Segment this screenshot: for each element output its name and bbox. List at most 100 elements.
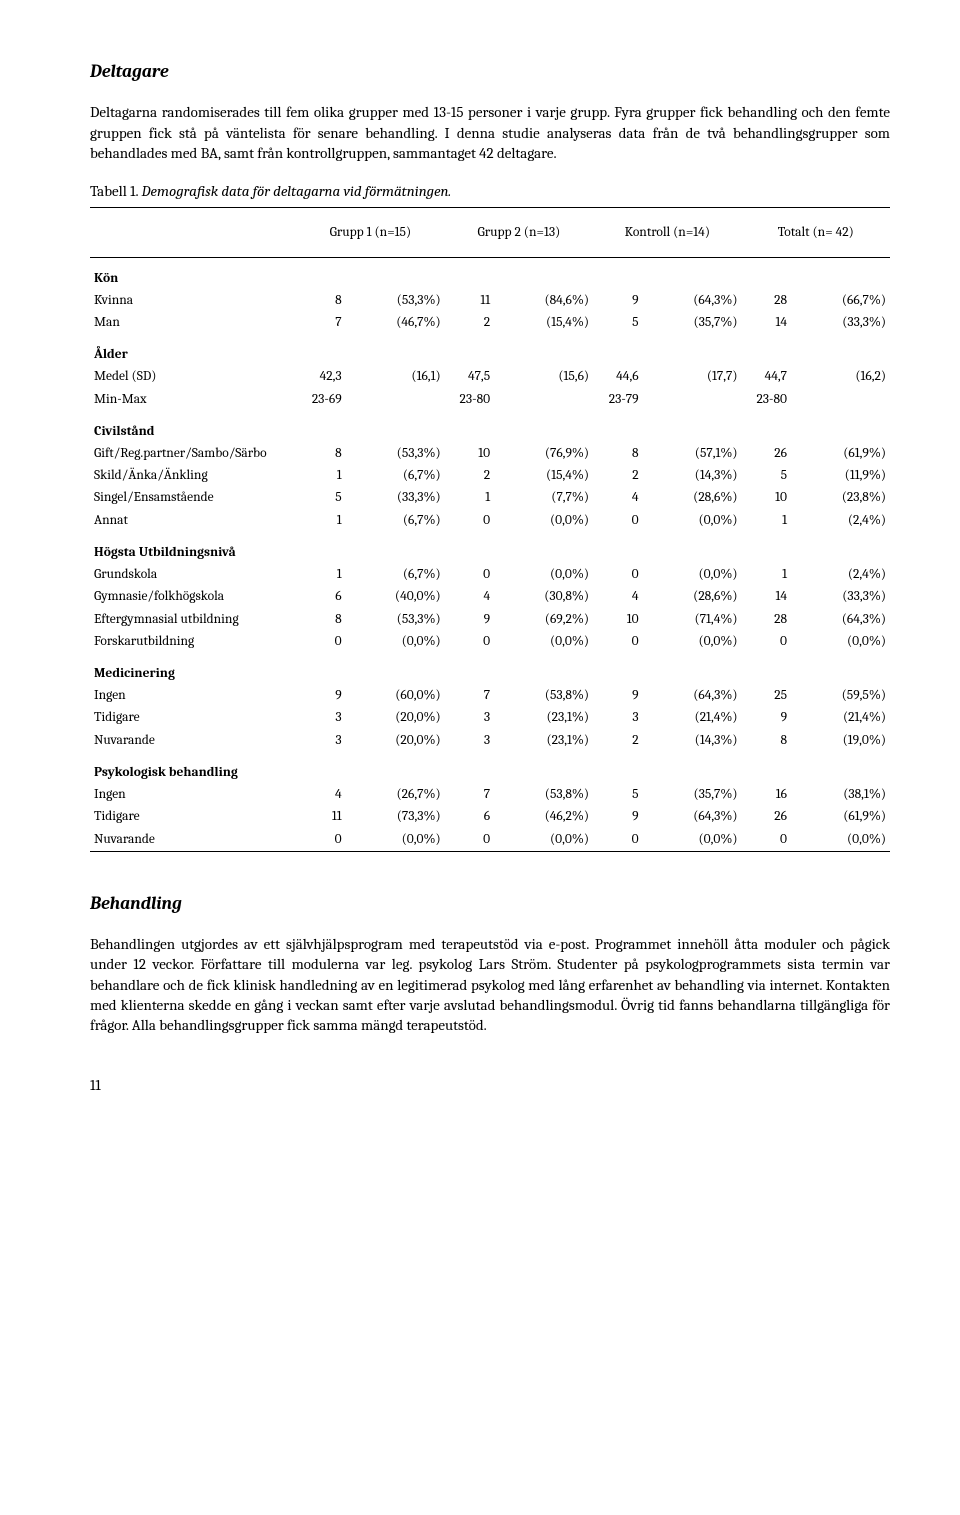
row-label: Kvinna xyxy=(90,290,296,312)
cell: 9 xyxy=(593,685,642,707)
cell: (0,0%) xyxy=(643,829,742,852)
cell: (64,3%) xyxy=(643,290,742,312)
cell: 8 xyxy=(296,290,345,312)
demographics-table: Grupp 1 (n=15) Grupp 2 (n=13) Kontroll (… xyxy=(90,207,890,851)
row-label: Min-Max xyxy=(90,389,296,411)
cell: 1 xyxy=(296,564,345,586)
cell: 7 xyxy=(445,685,494,707)
col-header-g2: Grupp 2 (n=13) xyxy=(445,208,593,257)
cell xyxy=(791,389,890,411)
cell: 9 xyxy=(742,707,791,729)
table-row: Singel/Ensamstående5(33,3%)1(7,7%)4(28,6… xyxy=(90,487,890,509)
cell: 9 xyxy=(296,685,345,707)
cell: (28,6%) xyxy=(643,487,742,509)
cell: 8 xyxy=(593,443,642,465)
cell: (53,3%) xyxy=(346,443,445,465)
cell: (33,3%) xyxy=(791,586,890,608)
cell: 11 xyxy=(445,290,494,312)
cell: 1 xyxy=(296,510,345,532)
cell: (73,3%) xyxy=(346,806,445,828)
cell: 5 xyxy=(742,465,791,487)
cell xyxy=(494,389,593,411)
cell: (35,7%) xyxy=(643,784,742,806)
cell: (71,4%) xyxy=(643,609,742,631)
cell: 0 xyxy=(742,829,791,852)
row-label: Gymnasie/folkhögskola xyxy=(90,586,296,608)
cell: (16,2) xyxy=(791,366,890,388)
cell: 7 xyxy=(296,312,345,334)
cell: (61,9%) xyxy=(791,806,890,828)
row-label: Skild/Änka/Änkling xyxy=(90,465,296,487)
cell: (0,0%) xyxy=(346,829,445,852)
cell: (40,0%) xyxy=(346,586,445,608)
cell: (64,3%) xyxy=(643,806,742,828)
cell: (61,9%) xyxy=(791,443,890,465)
row-label: Nuvarande xyxy=(90,730,296,752)
cell: 0 xyxy=(296,829,345,852)
cell: (14,3%) xyxy=(643,730,742,752)
cell: (33,3%) xyxy=(346,487,445,509)
table-row: Forskarutbildning0(0,0%)0(0,0%)0(0,0%)0(… xyxy=(90,631,890,653)
table-row: Annat1(6,7%)0(0,0%)0(0,0%)1(2,4%) xyxy=(90,510,890,532)
cell: (0,0%) xyxy=(494,829,593,852)
row-label: Ingen xyxy=(90,685,296,707)
cell: 0 xyxy=(593,564,642,586)
cell: (0,0%) xyxy=(643,564,742,586)
table-row: Eftergymnasial utbildning8(53,3%)9(69,2%… xyxy=(90,609,890,631)
cell: 0 xyxy=(445,564,494,586)
row-label: Tidigare xyxy=(90,806,296,828)
cell: (66,7%) xyxy=(791,290,890,312)
cell: (64,3%) xyxy=(643,685,742,707)
cell: (2,4%) xyxy=(791,564,890,586)
table-row: Grundskola1(6,7%)0(0,0%)0(0,0%)1(2,4%) xyxy=(90,564,890,586)
cell: (15,6) xyxy=(494,366,593,388)
cell: 5 xyxy=(296,487,345,509)
cell: (59,5%) xyxy=(791,685,890,707)
cell: 28 xyxy=(742,290,791,312)
table-section-title: Psykologisk behandling xyxy=(90,752,890,784)
cell: 8 xyxy=(296,443,345,465)
cell: 9 xyxy=(593,806,642,828)
cell: 0 xyxy=(742,631,791,653)
cell: 4 xyxy=(593,586,642,608)
col-header-g1: Grupp 1 (n=15) xyxy=(296,208,444,257)
cell: 28 xyxy=(742,609,791,631)
table-row: Nuvarande3(20,0%)3(23,1%)2(14,3%)8(19,0%… xyxy=(90,730,890,752)
cell: (21,4%) xyxy=(791,707,890,729)
cell: 6 xyxy=(296,586,345,608)
cell: 10 xyxy=(742,487,791,509)
table-row: Man7(46,7%)2(15,4%)5(35,7%)14(33,3%) xyxy=(90,312,890,334)
table-row: Gymnasie/folkhögskola6(40,0%)4(30,8%)4(2… xyxy=(90,586,890,608)
table-section-title: Medicinering xyxy=(90,653,890,685)
cell: (46,7%) xyxy=(346,312,445,334)
cell: (53,8%) xyxy=(494,685,593,707)
table-row: Skild/Änka/Änkling1(6,7%)2(15,4%)2(14,3%… xyxy=(90,465,890,487)
cell: (26,7%) xyxy=(346,784,445,806)
cell: 16 xyxy=(742,784,791,806)
table-row: Gift/Reg.partner/Sambo/Särbo8(53,3%)10(7… xyxy=(90,443,890,465)
paragraph-behandling: Behandlingen utgjordes av ett självhjälp… xyxy=(90,934,890,1035)
cell: 1 xyxy=(742,510,791,532)
table-section-title: Kön xyxy=(90,257,890,290)
row-label: Ingen xyxy=(90,784,296,806)
cell: (53,3%) xyxy=(346,290,445,312)
cell: 9 xyxy=(445,609,494,631)
cell: 23-79 xyxy=(593,389,642,411)
cell: (23,1%) xyxy=(494,730,593,752)
table-row: Min-Max23-6923-8023-7923-80 xyxy=(90,389,890,411)
cell: (11,9%) xyxy=(791,465,890,487)
cell: (14,3%) xyxy=(643,465,742,487)
cell: (0,0%) xyxy=(494,510,593,532)
table-section-header: Civilstånd xyxy=(90,411,890,443)
paragraph-deltagare: Deltagarna randomiserades till fem olika… xyxy=(90,102,890,163)
cell: 5 xyxy=(593,312,642,334)
row-label: Singel/Ensamstående xyxy=(90,487,296,509)
cell: 8 xyxy=(742,730,791,752)
cell: (6,7%) xyxy=(346,465,445,487)
table-row: Medel (SD)42,3(16,1)47,5(15,6)44,6(17,7)… xyxy=(90,366,890,388)
cell: 3 xyxy=(445,707,494,729)
row-label: Tidigare xyxy=(90,707,296,729)
cell: 3 xyxy=(296,730,345,752)
table-row: Kvinna8(53,3%)11(84,6%)9(64,3%)28(66,7%) xyxy=(90,290,890,312)
cell: 2 xyxy=(445,465,494,487)
